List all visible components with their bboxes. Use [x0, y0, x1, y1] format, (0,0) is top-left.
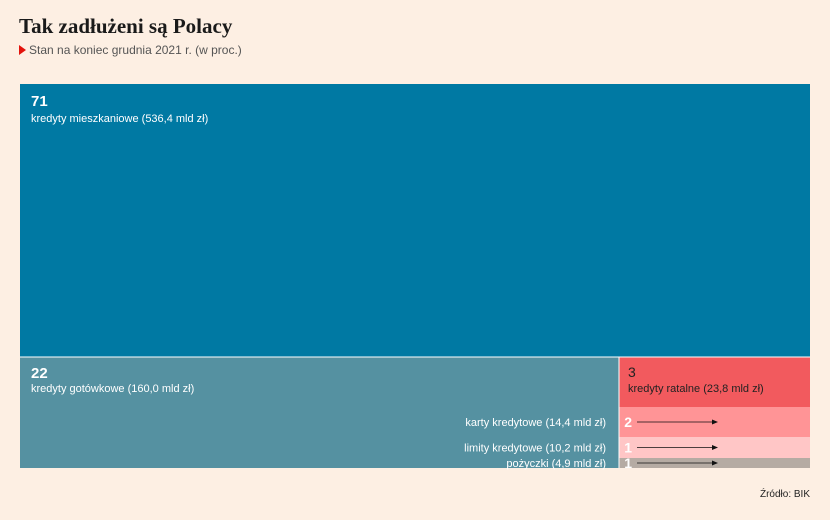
category-label-karty: karty kredytowe (14,4 mld zł)	[465, 417, 606, 429]
triangle-marker-icon	[19, 45, 26, 55]
chart-title: Tak zadłużeni są Polacy	[19, 14, 233, 38]
category-label-ratalne: kredyty ratalne (23,8 mld zł)	[628, 383, 764, 395]
value-label-ratalne: 3	[628, 364, 636, 380]
value-label-mieszkaniowe: 71	[31, 93, 48, 110]
tile-gotowkowe	[20, 357, 619, 468]
value-label-karty: 2	[624, 414, 632, 430]
chart-subtitle: Stan na koniec grudnia 2021 r. (w proc.)	[19, 43, 242, 57]
category-label-pozyczki: pożyczki (4,9 mld zł)	[506, 458, 606, 470]
category-label-mieszkaniowe: kredyty mieszkaniowe (536,4 mld zł)	[31, 113, 208, 125]
arrowhead-limity	[712, 445, 718, 450]
value-label-pozyczki: 1	[624, 455, 632, 471]
source-note: Źródło: BIK	[759, 489, 810, 500]
value-label-gotowkowe: 22	[31, 365, 48, 382]
value-label-limity: 1	[624, 440, 632, 456]
arrowhead-karty	[712, 419, 718, 425]
chart-subtitle-text: Stan na koniec grudnia 2021 r. (w proc.)	[29, 43, 242, 57]
tile-ratalne	[619, 357, 810, 407]
category-label-limity: limity kredytowe (10,2 mld zł)	[464, 443, 606, 455]
arrowhead-pozyczki	[712, 460, 718, 466]
category-label-gotowkowe: kredyty gotówkowe (160,0 mld zł)	[31, 383, 194, 395]
tile-mieszkaniowe	[20, 84, 810, 357]
